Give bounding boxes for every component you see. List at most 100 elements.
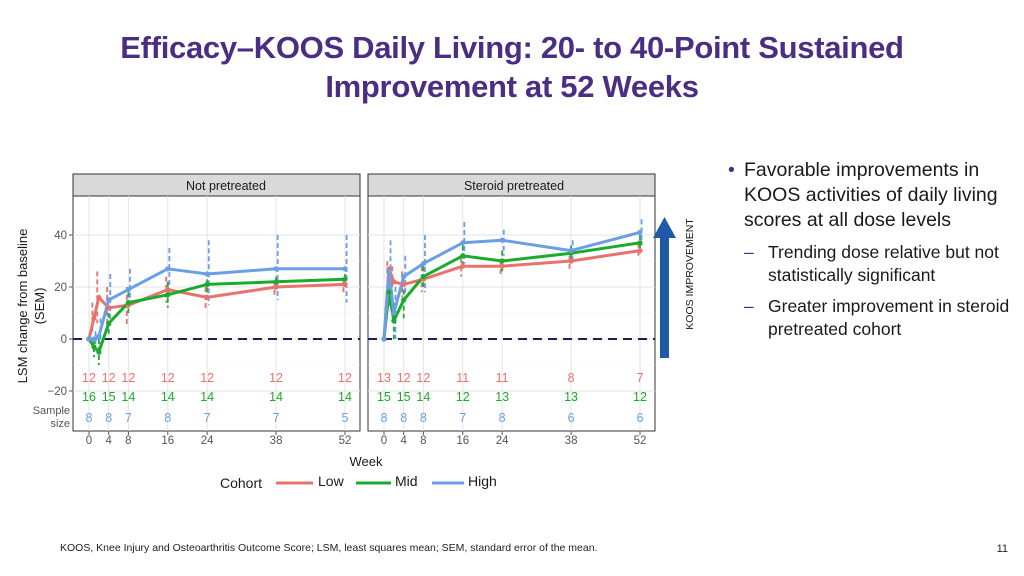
sample-size-high: 5 bbox=[342, 411, 349, 425]
title-line-2: Improvement at 52 Weeks bbox=[325, 69, 699, 104]
data-point-low bbox=[204, 294, 210, 300]
sample-size-low: 11 bbox=[456, 371, 469, 385]
panel-2-title: Steroid pretreated bbox=[464, 179, 564, 193]
panel-1-title: Not pretreated bbox=[186, 179, 266, 193]
data-point-mid bbox=[499, 258, 505, 264]
x-tick-label: 38 bbox=[565, 435, 578, 447]
data-point-high bbox=[499, 237, 505, 243]
sample-size-mid: 13 bbox=[495, 390, 509, 404]
data-point-mid bbox=[401, 297, 407, 303]
data-point-low bbox=[342, 281, 348, 287]
x-tick-label: 16 bbox=[456, 435, 469, 447]
sample-size-high: 8 bbox=[381, 411, 388, 425]
data-point-high bbox=[96, 333, 102, 339]
data-point-high bbox=[391, 310, 397, 316]
x-tick-label: 8 bbox=[420, 435, 426, 447]
y-axis-label-line-1: LSM change from baseline bbox=[15, 229, 30, 384]
data-point-high bbox=[86, 336, 92, 342]
data-point-low bbox=[165, 287, 171, 293]
sample-size-low: 12 bbox=[82, 371, 96, 385]
sample-size-low: 12 bbox=[200, 371, 214, 385]
x-tick-label: 0 bbox=[86, 435, 92, 447]
sample-size-low: 11 bbox=[496, 371, 509, 385]
sample-size-low: 8 bbox=[568, 371, 575, 385]
sample-size-label-1: Sample bbox=[33, 405, 70, 417]
x-tick-label: 0 bbox=[381, 435, 387, 447]
legend-mid-label: Mid bbox=[395, 473, 418, 489]
sample-size-mid: 14 bbox=[416, 390, 430, 404]
legend-title: Cohort bbox=[220, 475, 262, 491]
sample-size-low: 12 bbox=[397, 371, 411, 385]
title-line-1: Efficacy–KOOS Daily Living: 20- to 40-Po… bbox=[120, 30, 904, 65]
sample-size-low: 12 bbox=[102, 371, 116, 385]
x-axis-label: Week bbox=[350, 454, 383, 469]
x-tick-label: 4 bbox=[105, 435, 112, 447]
y-axis-label-line-2: (SEM) bbox=[32, 288, 47, 325]
data-point-high bbox=[386, 268, 392, 274]
sample-size-low: 12 bbox=[269, 371, 283, 385]
koos-chart: Not pretreated Steroid pretreated 12 12 12… bbox=[15, 173, 696, 491]
arrow-head bbox=[653, 217, 676, 238]
data-point-high bbox=[637, 229, 643, 235]
sample-size-high: 7 bbox=[273, 411, 280, 425]
sample-size-high: 6 bbox=[637, 411, 644, 425]
footnote: KOOS, Knee Injury and Osteoarthritis Out… bbox=[60, 542, 598, 554]
sample-size-low: 12 bbox=[338, 371, 352, 385]
bullet-list: Favorable improvements in KOOS activitie… bbox=[722, 158, 1022, 341]
x-tick-label: 38 bbox=[270, 435, 283, 447]
data-point-low bbox=[460, 263, 466, 269]
data-point-high bbox=[381, 336, 387, 342]
sample-size-high: 8 bbox=[164, 411, 171, 425]
data-point-mid bbox=[273, 279, 279, 285]
x-tick-label: 52 bbox=[339, 435, 352, 447]
sample-size-label-2: size bbox=[50, 418, 70, 430]
x-tick-label: 8 bbox=[125, 435, 131, 447]
data-point-low bbox=[637, 248, 643, 254]
sample-size-mid: 14 bbox=[200, 390, 214, 404]
y-tick-label: 40 bbox=[54, 230, 67, 242]
bullet-sub-1: Trending dose relative but not statistic… bbox=[722, 241, 1022, 287]
sample-size-high: 8 bbox=[400, 411, 407, 425]
data-point-high bbox=[420, 261, 426, 267]
data-point-high bbox=[568, 248, 574, 254]
sample-size-high: 7 bbox=[125, 411, 132, 425]
x-tick-label: 16 bbox=[161, 435, 174, 447]
page-title: Efficacy–KOOS Daily Living: 20- to 40-Po… bbox=[40, 28, 984, 106]
sample-size-mid: 14 bbox=[338, 390, 352, 404]
bullet-sub-2: Greater improvement in steroid pretreate… bbox=[722, 295, 1022, 341]
data-point-mid bbox=[420, 274, 426, 280]
data-point-mid bbox=[91, 344, 97, 350]
improvement-arrow: KOOS IMPROVEMENT bbox=[653, 217, 696, 358]
legend-high-label: High bbox=[468, 473, 497, 489]
sample-size-mid: 14 bbox=[161, 390, 175, 404]
sample-size-mid: 15 bbox=[397, 390, 411, 404]
data-point-low bbox=[106, 305, 112, 311]
data-point-mid bbox=[106, 320, 112, 326]
sample-size-mid: 15 bbox=[377, 390, 391, 404]
data-point-mid bbox=[386, 289, 392, 295]
sample-size-high: 8 bbox=[499, 411, 506, 425]
x-tick-label: 52 bbox=[634, 435, 647, 447]
data-point-low bbox=[273, 284, 279, 290]
data-point-low bbox=[568, 258, 574, 264]
page-number: 11 bbox=[996, 543, 1008, 555]
sample-size-high: 7 bbox=[204, 411, 211, 425]
x-tick-label: 4 bbox=[400, 435, 407, 447]
panel-2-bg bbox=[367, 195, 656, 432]
sample-size-mid: 14 bbox=[121, 390, 135, 404]
data-point-mid bbox=[165, 292, 171, 298]
sample-size-low: 7 bbox=[637, 371, 644, 385]
sample-size-low: 13 bbox=[377, 371, 391, 385]
sample-size-high: 6 bbox=[568, 411, 575, 425]
sample-size-mid: 15 bbox=[102, 390, 116, 404]
data-point-mid bbox=[125, 300, 131, 306]
data-point-mid bbox=[391, 318, 397, 324]
sample-size-high: 8 bbox=[105, 411, 112, 425]
y-tick-label: 0 bbox=[61, 334, 67, 346]
improvement-label: KOOS IMPROVEMENT bbox=[684, 218, 696, 330]
data-point-high bbox=[106, 297, 112, 303]
data-point-high bbox=[91, 336, 97, 342]
sample-size-mid: 16 bbox=[82, 390, 96, 404]
legend: Cohort Low Mid High bbox=[220, 473, 497, 491]
data-point-mid bbox=[342, 276, 348, 282]
